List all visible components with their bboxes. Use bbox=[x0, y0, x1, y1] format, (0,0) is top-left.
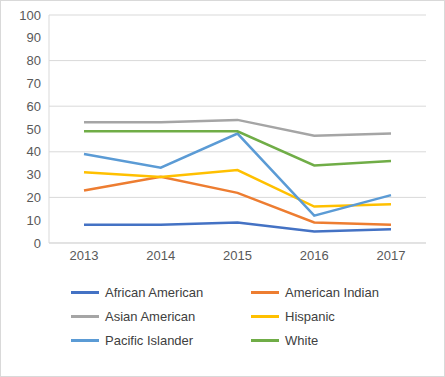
svg-text:2015: 2015 bbox=[223, 248, 252, 263]
svg-text:2013: 2013 bbox=[70, 248, 99, 263]
svg-text:2017: 2017 bbox=[377, 248, 406, 263]
svg-text:60: 60 bbox=[27, 99, 41, 114]
svg-text:90: 90 bbox=[27, 30, 41, 45]
html-text:Pacific Islander: Pacific Islander bbox=[105, 333, 194, 348]
svg-text:80: 80 bbox=[27, 53, 41, 68]
html-text:Asian American: Asian American bbox=[105, 309, 196, 324]
svg-text:0: 0 bbox=[34, 236, 41, 251]
svg-text:2016: 2016 bbox=[300, 248, 329, 263]
html-text:African American: African American bbox=[105, 285, 204, 300]
html-text:White: White bbox=[285, 333, 319, 348]
svg-text:50: 50 bbox=[27, 122, 41, 137]
svg-text:100: 100 bbox=[19, 8, 41, 23]
svg-text:2014: 2014 bbox=[146, 248, 175, 263]
svg-text:70: 70 bbox=[27, 76, 41, 91]
html-text:American Indian: American Indian bbox=[285, 285, 379, 300]
svg-text:30: 30 bbox=[27, 167, 41, 182]
svg-text:10: 10 bbox=[27, 213, 41, 228]
svg-text:20: 20 bbox=[27, 190, 41, 205]
html-text:Hispanic: Hispanic bbox=[285, 309, 335, 324]
svg-text:40: 40 bbox=[27, 144, 41, 159]
